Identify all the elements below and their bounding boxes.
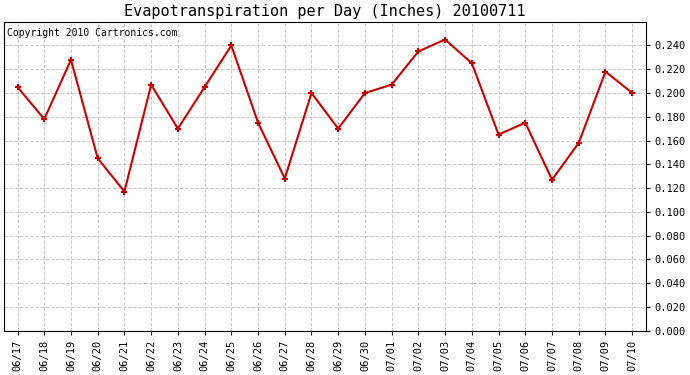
Title: Evapotranspiration per Day (Inches) 20100711: Evapotranspiration per Day (Inches) 2010… <box>124 4 526 19</box>
Text: Copyright 2010 Cartronics.com: Copyright 2010 Cartronics.com <box>8 28 178 38</box>
